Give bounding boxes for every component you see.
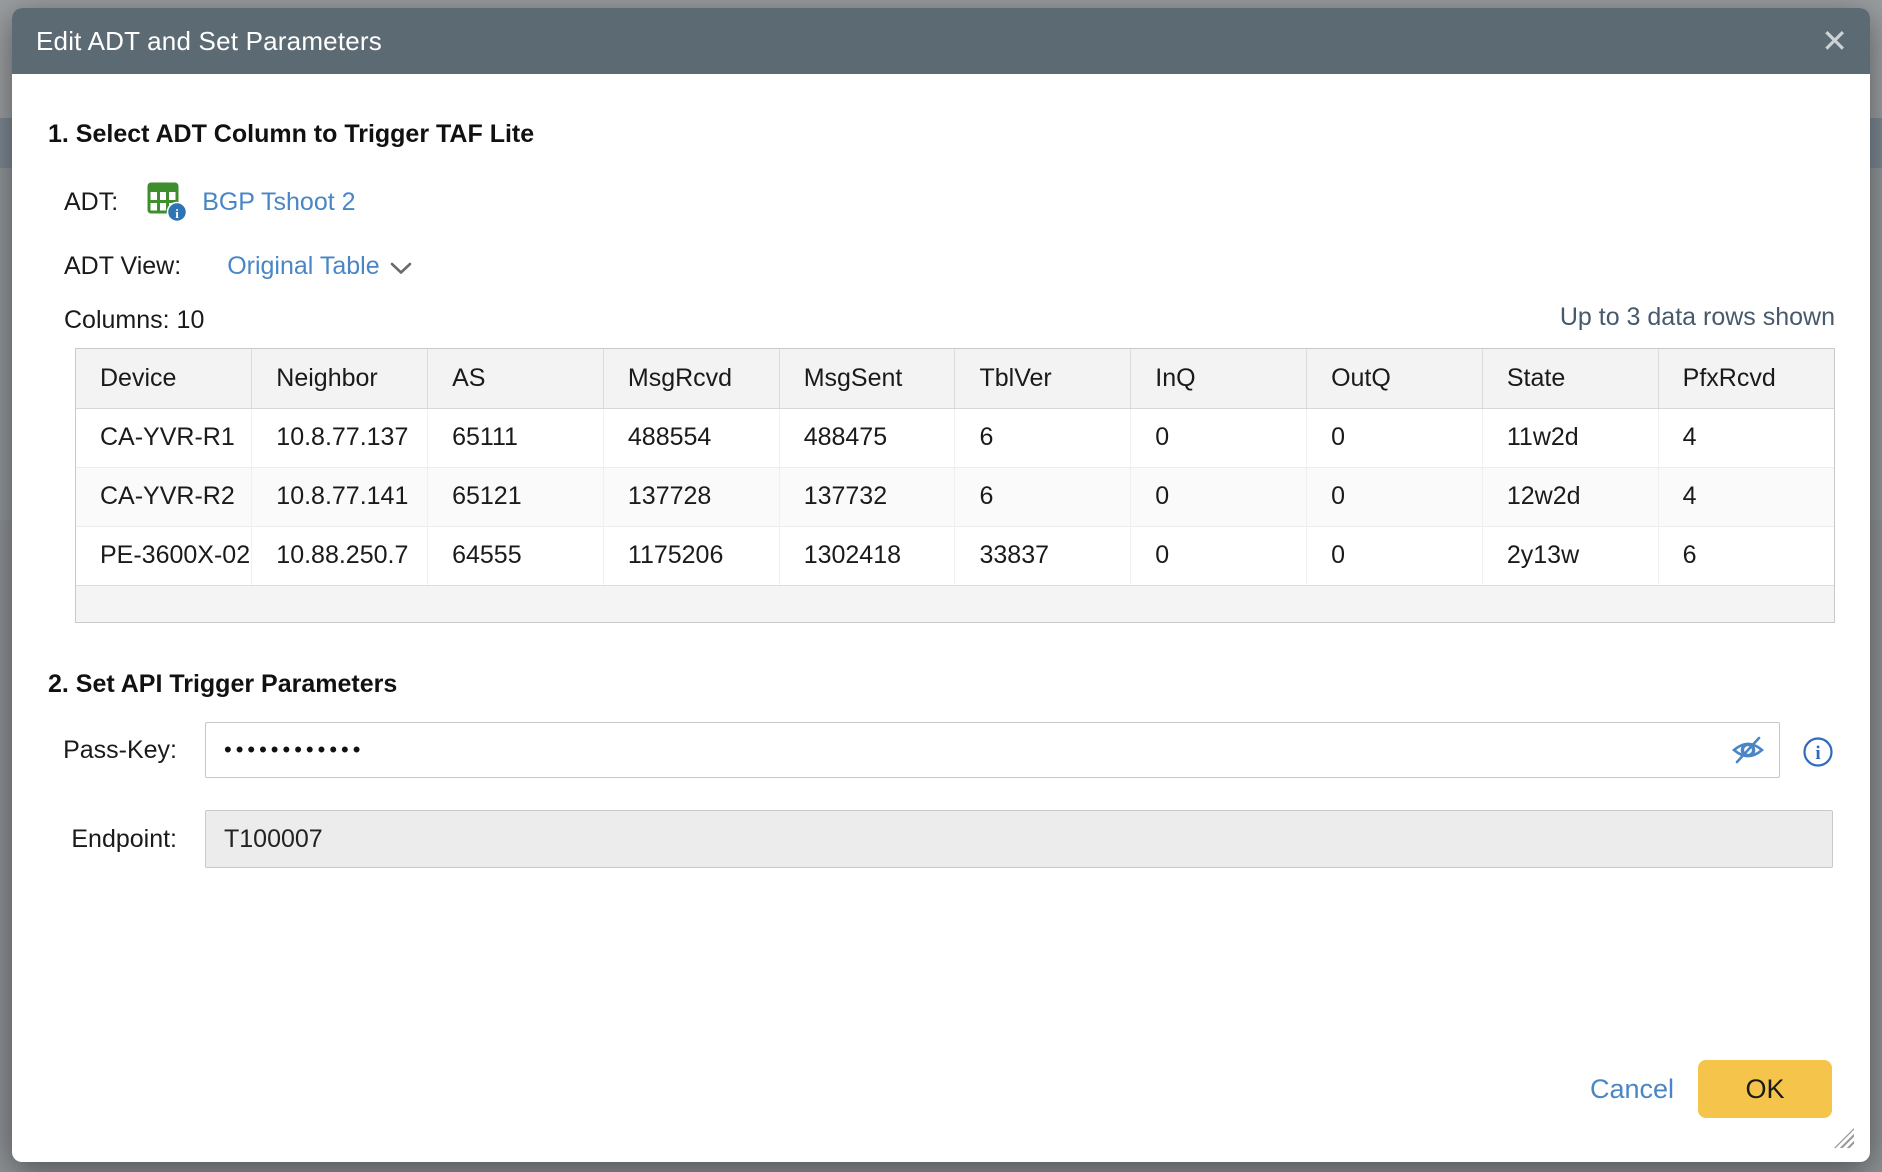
table-row[interactable]: CA-YVR-R1 10.8.77.137 65111 488554 488475 6 0 0…: [76, 408, 1834, 468]
column-header-inq[interactable]: InQ: [1130, 349, 1308, 409]
table-cell: 6: [954, 467, 1132, 527]
table-cell: 33837: [954, 526, 1132, 585]
adt-table-icon: i: [146, 181, 190, 223]
adt-view-label: ADT View:: [64, 251, 182, 280]
table-cell: CA-YVR-R2: [76, 467, 253, 527]
svg-text:i: i: [175, 206, 179, 221]
table-cell: 1175206: [603, 526, 780, 585]
section1-heading: 1. Select ADT Column to Trigger TAF Lite: [48, 120, 535, 148]
table-cell: 6: [1682, 541, 1697, 570]
passkey-field-wrap: [205, 722, 1780, 778]
dialog-title: Edit ADT and Set Parameters: [36, 25, 382, 56]
table-cell: 4: [1658, 408, 1834, 468]
column-header-state[interactable]: State: [1482, 349, 1659, 409]
table-row[interactable]: CA-YVR-R2 10.8.77.141 65121 137728 137732 6 0 0…: [76, 467, 1834, 527]
table-cell: 488475: [779, 408, 956, 468]
endpoint-field-wrap: [205, 810, 1833, 868]
table-cell: 0: [1306, 526, 1483, 585]
adt-table-body: CA-YVR-R1 10.8.77.137 65111 488554 488475 6 0 0…: [76, 408, 1834, 585]
passkey-label: Pass-Key:: [63, 736, 177, 764]
adt-view-select[interactable]: Original Table: [227, 252, 411, 281]
table-filler-row: [76, 585, 1834, 622]
endpoint-input: [205, 810, 1833, 868]
adt-label: ADT:: [64, 187, 119, 216]
adt-row: ADT: i BGP Tshoot 2: [64, 180, 356, 224]
adt-table: Device Neighbor AS MsgRcvd MsgSent TblVer InQ O…: [76, 349, 1834, 585]
svg-text:i: i: [1815, 743, 1820, 764]
rows-shown-info: Up to 3 data rows shown: [1559, 303, 1835, 331]
adt-link[interactable]: BGP Tshoot 2: [202, 187, 356, 216]
table-cell: 1302418: [779, 526, 956, 585]
column-header-device[interactable]: Device: [76, 349, 253, 409]
column-header-outq[interactable]: OutQ: [1306, 349, 1483, 409]
edit-adt-dialog: Edit ADT and Set Parameters ✕ 1. Select …: [12, 8, 1870, 1162]
eye-slash-icon[interactable]: [1730, 735, 1766, 765]
section2-heading: 2. Set API Trigger Parameters: [48, 670, 398, 698]
header-row: Device Neighbor AS MsgRcvd MsgSent TblVer InQ O…: [76, 349, 1834, 409]
table-row[interactable]: PE-3600X-02 10.88.250.7 64555 1175206 130241…: [76, 526, 1834, 585]
table-cell: 12w2d: [1482, 467, 1659, 527]
table-cell: 10.8.77.141: [251, 467, 429, 527]
column-header-tblver[interactable]: TblVer: [954, 349, 1132, 409]
table-cell: 137728: [603, 467, 780, 527]
table-cell: 11w2d: [1482, 408, 1659, 468]
passkey-input[interactable]: [205, 722, 1780, 778]
table-cell: 4: [1658, 467, 1834, 527]
dialog-header: Edit ADT and Set Parameters ✕: [12, 8, 1870, 74]
table-cell: 6: [954, 408, 1132, 468]
column-header-neighbor[interactable]: Neighbor: [251, 349, 429, 409]
info-icon[interactable]: i: [1802, 736, 1834, 768]
endpoint-label: Endpoint:: [71, 825, 177, 853]
table-cell: 65121: [427, 467, 604, 527]
table-cell: CA-YVR-R1: [76, 408, 253, 468]
column-header-pfxrcvd[interactable]: PfxRcvd: [1658, 349, 1834, 409]
table-cell: 10.88.250.7: [251, 526, 429, 585]
table-cell: 488554: [603, 408, 780, 468]
column-header-msgsent[interactable]: MsgSent: [779, 349, 956, 409]
table-cell: PE-3600X-02: [76, 526, 253, 585]
table-cell: 137732: [779, 467, 956, 527]
table-cell: 0: [1306, 408, 1483, 468]
cancel-button[interactable]: Cancel: [1584, 1060, 1680, 1118]
columns-info: Columns: 10: [64, 306, 205, 334]
adt-view-row: ADT View: Original Table: [64, 246, 412, 286]
resize-handle[interactable]: [1834, 1128, 1854, 1148]
table-cell: 64555: [427, 526, 604, 585]
table-cell: 0: [1130, 526, 1308, 585]
table-cell: 0: [1306, 467, 1483, 527]
column-header-as[interactable]: AS: [427, 349, 604, 409]
chevron-down-icon: [390, 262, 411, 274]
close-icon[interactable]: ✕: [1821, 23, 1848, 59]
table-cell: 65111: [427, 408, 604, 468]
ok-button[interactable]: OK: [1698, 1060, 1832, 1118]
adt-view-value: Original Table: [227, 251, 380, 280]
adt-table-container: Device Neighbor AS MsgRcvd MsgSent TblVer InQ O…: [75, 348, 1835, 623]
table-cell: 0: [1130, 408, 1308, 468]
column-header-msgrcvd[interactable]: MsgRcvd: [603, 349, 780, 409]
table-cell: 0: [1130, 467, 1308, 527]
adt-table-head: Device Neighbor AS MsgRcvd MsgSent TblVer InQ O…: [76, 349, 1834, 409]
table-cell: 10.8.77.137: [251, 408, 429, 468]
table-cell: 2y13w: [1482, 526, 1659, 585]
